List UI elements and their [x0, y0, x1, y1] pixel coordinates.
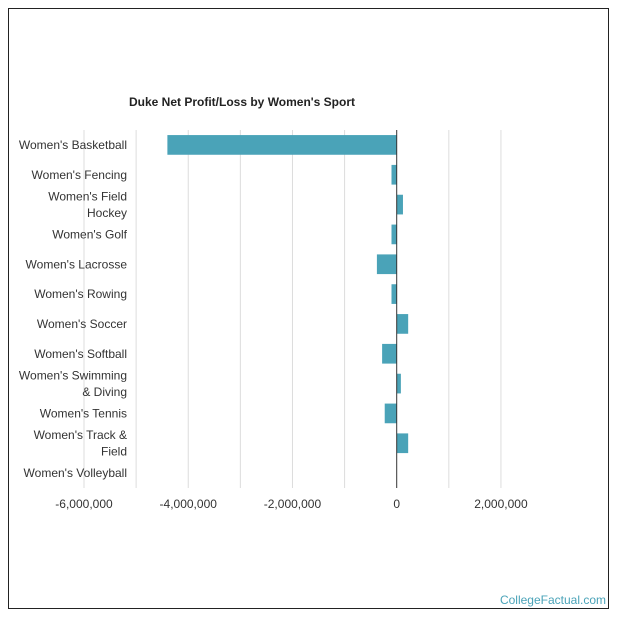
x-tick-label: 2,000,000 [474, 497, 528, 511]
category-label: Women's Basketball [19, 138, 127, 152]
x-tick-label: -6,000,000 [55, 497, 113, 511]
bar [384, 403, 397, 424]
category-label: Women's Fencing [32, 168, 127, 182]
gridlines [83, 130, 502, 488]
bar [396, 433, 409, 454]
bar [167, 135, 397, 155]
category-label: Women's Volleyball [24, 466, 127, 480]
category-label: Women's Soccer [37, 317, 127, 331]
bar [396, 194, 403, 215]
chart-title: Duke Net Profit/Loss by Women's Sport [129, 95, 355, 109]
category-label: Women's Rowing [34, 287, 127, 301]
x-tick-label: -2,000,000 [264, 497, 322, 511]
category-label: Women's Golf [52, 227, 127, 241]
category-label: Women's Tennis [40, 406, 127, 420]
x-tick-label: -4,000,000 [160, 497, 218, 511]
bars [167, 135, 409, 454]
bar [396, 314, 409, 334]
category-labels: Women's Basketball Women's Fencing Women's… [19, 138, 128, 480]
bar [396, 373, 401, 394]
category-label: Women's Softball [34, 347, 127, 361]
bar [376, 254, 397, 275]
x-tick-label: 0 [393, 497, 400, 511]
category-label: Women's Track & Field [34, 428, 127, 459]
collegefactual-credit-link[interactable]: CollegeFactual.com [499, 593, 606, 607]
x-tick-labels: -6,000,000 -4,000,000 -2,000,000 0 2,000,000 [55, 497, 528, 511]
bar [391, 224, 397, 245]
category-label: Women's Field Hockey [48, 189, 127, 220]
category-label: Women's Lacrosse [26, 257, 128, 271]
bar [391, 164, 397, 185]
category-label: Women's Swimming & Diving [19, 368, 127, 399]
bar [391, 284, 397, 304]
bar [382, 343, 397, 364]
chart-frame [8, 8, 609, 609]
